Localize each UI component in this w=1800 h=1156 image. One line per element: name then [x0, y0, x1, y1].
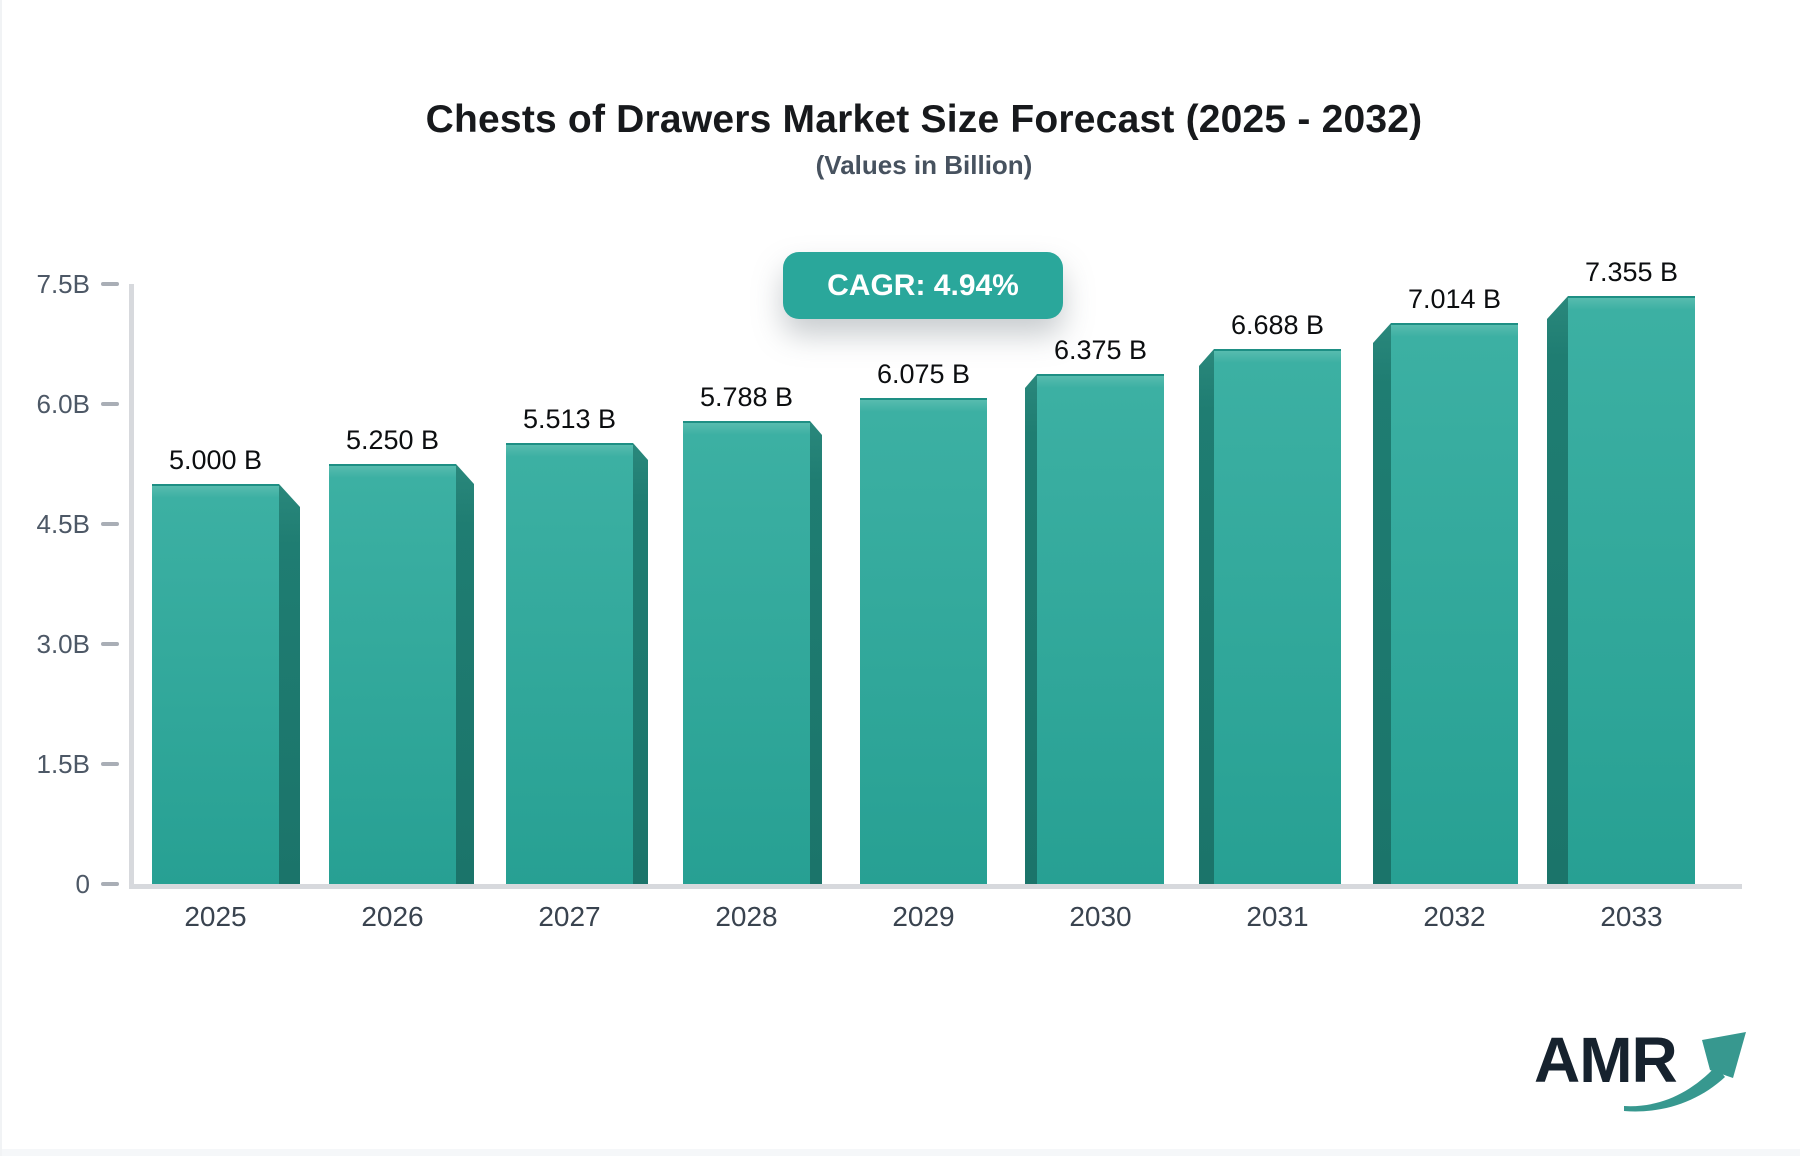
y-axis-tick-mark: [101, 402, 119, 406]
bar-side-shadow: [1199, 349, 1214, 884]
y-axis-tick-label: 4.5B: [36, 509, 91, 539]
bar-value-label: 7.014 B: [1407, 284, 1502, 314]
bar-2033[interactable]: [1547, 296, 1695, 884]
bar-value-label: 5.513 B: [522, 404, 617, 434]
x-axis-label: 2032: [1423, 901, 1486, 932]
bar-side-shadow: [456, 464, 474, 884]
chart-title: Chests of Drawers Market Size Forecast (…: [425, 98, 1423, 141]
cagr-badge-label: CAGR: 4.94%: [827, 268, 1019, 302]
bottom-edge: [2, 1149, 1800, 1156]
bar-face: [860, 398, 987, 884]
y-axis-tick-mark: [101, 282, 119, 286]
y-axis-tick-label: 1.5B: [36, 749, 91, 779]
bar-2030[interactable]: [1025, 374, 1164, 884]
bar-side-shadow: [279, 484, 300, 884]
y-axis-tick-mark: [101, 762, 119, 766]
chart-subtitle: (Values in Billion): [815, 150, 1033, 180]
y-axis-tick-mark: [101, 882, 119, 886]
bar-value-label: 5.250 B: [345, 425, 440, 455]
bar-value-label: 6.375 B: [1053, 335, 1148, 365]
bar-side-shadow: [1025, 374, 1037, 884]
x-axis-label: 2030: [1069, 901, 1132, 932]
x-axis-label: 2025: [184, 901, 247, 932]
bar-value-label: 7.355 B: [1584, 257, 1679, 287]
bar-2032[interactable]: [1373, 323, 1518, 884]
bar-2028[interactable]: [683, 421, 822, 884]
cagr-badge: CAGR: 4.94%: [783, 252, 1063, 319]
bar-face: [1037, 374, 1164, 884]
y-axis-tick-label: 6.0B: [36, 389, 91, 419]
bar-face: [329, 464, 456, 884]
y-axis-tick-label: 0: [75, 869, 90, 899]
amr-logo-text: AMR: [1534, 1024, 1678, 1096]
bar-2026[interactable]: [329, 464, 474, 884]
y-axis-tick-label: 7.5B: [36, 269, 91, 299]
bar-face: [683, 421, 810, 884]
bar-value-label: 6.075 B: [876, 359, 971, 389]
x-axis-label: 2028: [715, 901, 778, 932]
bar-face: [152, 484, 279, 884]
bar-2027[interactable]: [506, 443, 648, 884]
y-axis-tick-mark: [101, 522, 119, 526]
bar-face: [1568, 296, 1695, 884]
x-axis-line: [129, 884, 1742, 889]
bar-value-label: 5.000 B: [168, 445, 263, 475]
bar-value-label: 6.688 B: [1230, 310, 1325, 340]
growth-arrow-icon: [1624, 1032, 1746, 1112]
bar-2029[interactable]: [860, 398, 987, 884]
bar-face: [1214, 349, 1341, 884]
bar-2031[interactable]: [1199, 349, 1341, 884]
bar-side-shadow: [810, 421, 822, 884]
x-axis-label: 2026: [361, 901, 424, 932]
bar-side-shadow: [633, 443, 648, 884]
y-axis-tick-label: 3.0B: [36, 629, 91, 659]
x-axis-label: 2031: [1246, 901, 1309, 932]
bar-face: [1391, 323, 1518, 884]
bar-face: [506, 443, 633, 884]
y-axis-tick-mark: [101, 642, 119, 646]
bar-side-shadow: [1373, 323, 1391, 884]
bar-2025[interactable]: [152, 484, 300, 884]
y-axis-line: [129, 284, 134, 889]
bar-side-shadow: [1547, 296, 1568, 884]
bar-value-label: 5.788 B: [699, 382, 794, 412]
x-axis-label: 2033: [1600, 901, 1663, 932]
x-axis-label: 2027: [538, 901, 601, 932]
x-axis-label: 2029: [892, 901, 955, 932]
amr-logo: AMR: [1534, 1022, 1754, 1122]
